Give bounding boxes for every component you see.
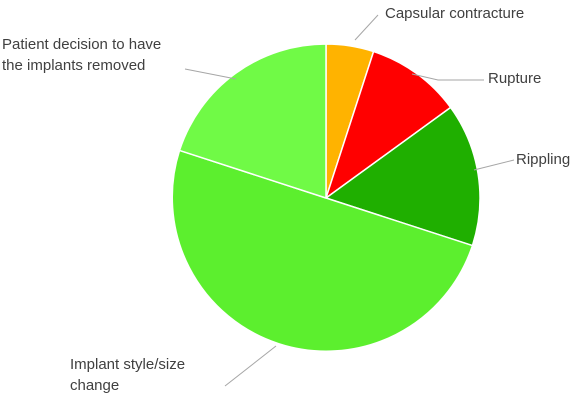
slice-label-rupture: Rupture <box>488 70 541 87</box>
pie-slice-rupture <box>324 50 452 200</box>
pie-slice-implant-style-size-change <box>171 149 474 352</box>
leader-lines <box>184 14 515 387</box>
pie-slice-rippling <box>324 106 481 247</box>
leader-line-rupture <box>411 73 484 81</box>
pie-slices <box>171 43 481 352</box>
leader-line-capsular-contracture <box>354 14 379 41</box>
slice-label-patient-decision-to-have-the-implants-removed: Patient decision to have the implants rem… <box>2 36 161 74</box>
slice-label-implant-style-size-change: Implant style/size change <box>70 356 185 394</box>
leader-line-patient-decision-to-have-the-implants-removed <box>184 68 237 80</box>
leader-line-implant-style-size-change <box>224 345 277 387</box>
leader-line-rippling <box>473 159 515 171</box>
pie-slice-patient-decision-to-have-the-implants-removed <box>178 43 327 200</box>
slice-label-rippling: Rippling <box>516 151 570 168</box>
slice-label-capsular-contracture: Capsular contracture <box>385 5 524 22</box>
slice-labels: Capsular contracture Rupture Rippling Impla… <box>2 5 570 394</box>
